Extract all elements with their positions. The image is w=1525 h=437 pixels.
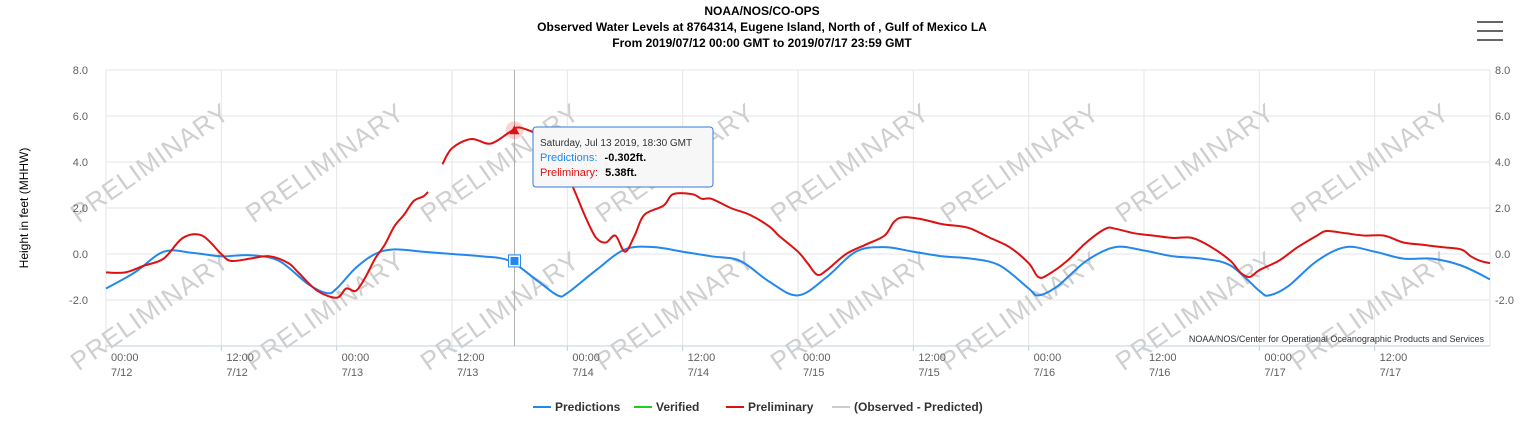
watermark-text: PRELIMINARY — [415, 245, 585, 377]
watermark-text: PRELIMINARY — [240, 97, 410, 229]
x-tick-time: 12:00 — [688, 352, 716, 364]
tooltip-pred-value: -0.302ft. — [605, 152, 647, 164]
y-tick-label-right: 4.0 — [1495, 157, 1510, 169]
watermark-text: PRELIMINARY — [935, 245, 1105, 377]
chart-title-line-1: NOAA/NOS/CO-OPS — [704, 4, 819, 18]
hover-layer — [505, 70, 524, 346]
tooltip-preliminary-row: Preliminary: 5.38ft. — [540, 167, 637, 179]
x-tick-date: 7/17 — [1380, 367, 1401, 379]
x-tick-date: 7/16 — [1034, 367, 1055, 379]
y-tick-label-left: 4.0 — [73, 157, 88, 169]
x-tick-date: 7/14 — [572, 367, 593, 379]
x-tick-date: 7/17 — [1264, 367, 1285, 379]
x-tick-date: 7/13 — [342, 367, 363, 379]
y-tick-label-left: 2.0 — [73, 203, 88, 215]
y-tick-label-right: 0.0 — [1495, 249, 1510, 261]
y-tick-label-left: 6.0 — [73, 111, 88, 123]
y-tick-label-left: -2.0 — [69, 295, 88, 307]
x-tick-time: 00:00 — [1264, 352, 1292, 364]
chart-title-line-3: From 2019/07/12 00:00 GMT to 2019/07/17 … — [612, 36, 912, 50]
watermark-text: PRELIMINARY — [1110, 97, 1280, 229]
y-tick-label-left: 8.0 — [73, 65, 88, 77]
x-tick-date: 7/14 — [688, 367, 709, 379]
x-tick-date: 7/12 — [111, 367, 132, 379]
y-tick-label-right: -2.0 — [1495, 295, 1514, 307]
watermark-text: PRELIMINARY — [765, 97, 935, 229]
watermark-text: PRELIMINARY — [1110, 245, 1280, 377]
watermark-text: PRELIMINARY — [240, 245, 410, 377]
tooltip-prelim-value: 5.38ft. — [605, 167, 637, 179]
watermark-text: PRELIMINARY — [765, 245, 935, 377]
watermark-text: PRELIMINARY — [65, 97, 235, 229]
y-tick-label-right: 2.0 — [1495, 203, 1510, 215]
x-tick-date: 7/16 — [1149, 367, 1170, 379]
tooltip-date: Saturday, Jul 13 2019, 18:30 GMT — [540, 138, 692, 149]
legend-item-preliminary[interactable]: Preliminary — [726, 400, 814, 414]
legend-label-observed-predicted: (Observed - Predicted) — [854, 400, 983, 414]
watermark-text: PRELIMINARY — [935, 97, 1105, 229]
x-tick-time: 12:00 — [226, 352, 254, 364]
watermark-text: PRELIMINARY — [1285, 97, 1455, 229]
series-line-preliminary — [105, 191, 429, 299]
prediction-hover-marker-fill — [510, 256, 519, 265]
x-tick-time: 00:00 — [572, 352, 600, 364]
y-tick-labels: 8.0 8.0 6.0 6.0 4.0 4.0 2.0 2.0 0.0 0.0 -2.0 -2.0 — [69, 65, 1514, 307]
y-tick-label-left: 0.0 — [73, 249, 88, 261]
x-tick-time: 00:00 — [111, 352, 139, 364]
watermark-text: PRELIMINARY — [590, 245, 760, 377]
hamburger-menu-icon[interactable] — [1474, 18, 1506, 46]
x-tick-time: 00:00 — [1034, 352, 1062, 364]
chart-title-line-2: Observed Water Levels at 8764314, Eugene… — [537, 20, 987, 34]
legend-label-verified: Verified — [656, 400, 699, 414]
series-line-predictions — [105, 245, 1491, 298]
legend-item-predictions[interactable]: Predictions — [533, 400, 621, 414]
x-tick-date: 7/15 — [918, 367, 939, 379]
legend-label-preliminary: Preliminary — [748, 400, 814, 414]
legend: Predictions Verified Preliminary (Observed … — [533, 400, 983, 414]
y-tick-label-right: 6.0 — [1495, 111, 1510, 123]
tooltip-predictions-row: Predictions: -0.302ft. — [540, 152, 646, 164]
series-line-preliminary — [441, 126, 1491, 279]
y-axis-label: Height in feet (MHHW) — [17, 148, 31, 269]
x-tick-date: 7/13 — [457, 367, 478, 379]
tooltip-pred-label: Predictions: — [540, 152, 597, 164]
legend-label-predictions: Predictions — [555, 400, 621, 414]
x-tick-time: 12:00 — [1149, 352, 1177, 364]
tooltip: Saturday, Jul 13 2019, 18:30 GMT Predict… — [532, 126, 714, 188]
watermark-text: PRELIMINARY — [1285, 245, 1455, 377]
x-tick-labels: 00:00 7/12 12:00 7/12 00:00 7/13 12:00 7/13 00:0… — [105, 346, 1408, 379]
tooltip-prelim-label: Preliminary: — [540, 167, 598, 179]
x-tick-time: 00:00 — [342, 352, 370, 364]
x-tick-time: 12:00 — [457, 352, 485, 364]
series-layer — [105, 126, 1491, 299]
y-tick-label-right: 8.0 — [1495, 65, 1510, 77]
credit-text: NOAA/NOS/Center for Operational Oceanogr… — [1189, 334, 1485, 344]
legend-item-verified[interactable]: Verified — [634, 400, 699, 414]
legend-item-observed-predicted[interactable]: (Observed - Predicted) — [832, 400, 983, 414]
x-tick-date: 7/15 — [803, 367, 824, 379]
x-tick-date: 7/12 — [226, 367, 247, 379]
x-tick-time: 00:00 — [803, 352, 831, 364]
x-tick-time: 12:00 — [1380, 352, 1408, 364]
preliminary-hover-marker — [509, 125, 520, 135]
x-tick-time: 12:00 — [918, 352, 946, 364]
